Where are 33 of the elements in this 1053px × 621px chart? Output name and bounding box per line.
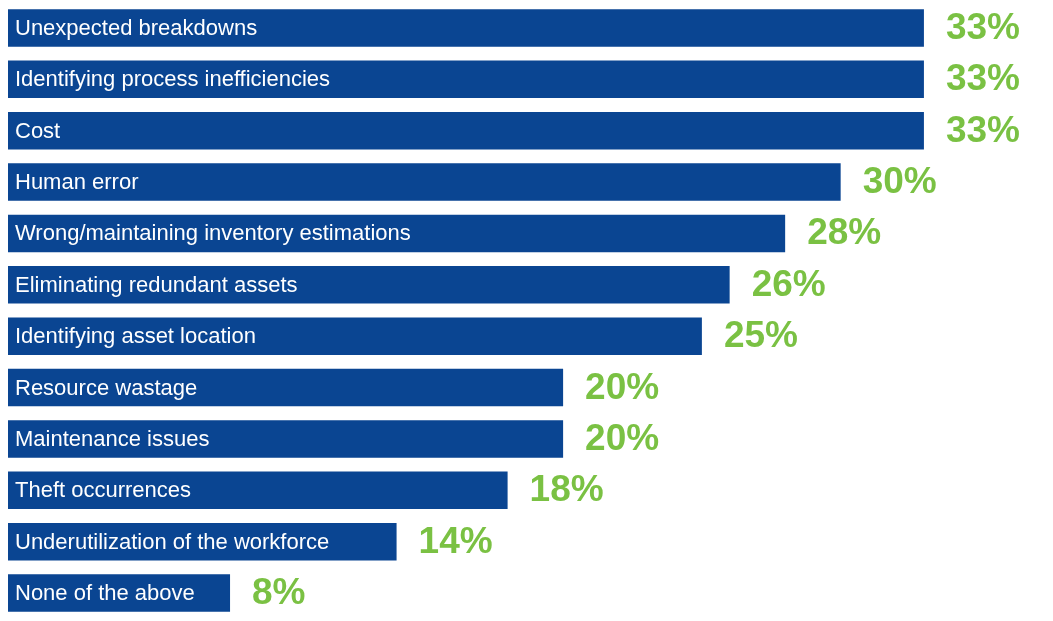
bar (8, 266, 730, 304)
bar (8, 317, 702, 355)
y-tick-label: Underutilization of the workforce (15, 528, 330, 554)
data-label: 18% (529, 468, 604, 510)
data-label: 30% (862, 160, 937, 202)
y-tick-label: None of the above (15, 580, 195, 606)
data-label: 33% (945, 57, 1020, 99)
y-tick-label: Resource wastage (15, 374, 198, 400)
y-tick-label: Unexpected breakdowns (15, 14, 258, 40)
data-label: 33% (945, 5, 1020, 47)
data-label: 20% (585, 365, 660, 407)
bar (8, 471, 508, 510)
bar (8, 368, 564, 407)
data-label: 25% (723, 314, 798, 356)
y-tick-label: Identifying process inefficiencies (15, 66, 331, 92)
data-label: 33% (945, 108, 1020, 150)
bar (8, 163, 841, 201)
y-tick-label: Wrong/maintaining inventory estimations (15, 220, 411, 246)
data-label: 28% (807, 211, 882, 253)
data-label: 14% (418, 519, 493, 561)
bar (8, 9, 924, 47)
data-label: 8% (252, 571, 306, 613)
y-tick-label: Identifying asset location (15, 323, 256, 349)
y-tick-label: Theft occurrences (15, 477, 192, 503)
data-label: 26% (751, 262, 826, 304)
y-tick-label: Eliminating redundant assets (15, 271, 298, 297)
bar (8, 111, 924, 150)
y-tick-label: Maintenance issues (15, 425, 210, 451)
bar (8, 420, 564, 458)
data-label: 20% (585, 416, 660, 458)
bar (8, 60, 924, 99)
y-tick-label: Cost (15, 117, 61, 143)
y-tick-label: Human error (15, 169, 139, 195)
